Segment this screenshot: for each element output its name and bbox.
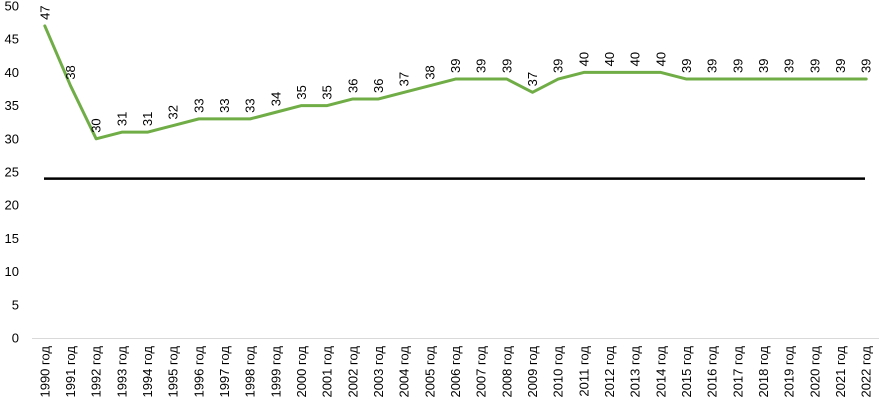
- data-label: 39: [807, 59, 822, 73]
- x-tick-label: 2019 год: [782, 346, 797, 398]
- y-tick-label: 25: [5, 165, 19, 180]
- x-tick-label: 2017 год: [730, 346, 745, 398]
- data-label: 38: [63, 65, 78, 79]
- x-tick-label: 1996 год: [191, 346, 206, 398]
- data-label: 39: [782, 59, 797, 73]
- data-label: 39: [474, 59, 489, 73]
- x-tick-label: 1993 год: [114, 346, 129, 398]
- data-label: 40: [602, 52, 617, 66]
- x-tick-label: 2002 год: [345, 346, 360, 398]
- x-axis: 1990 год 1991 год 1992 год 1993 год 1994 год…: [32, 338, 879, 398]
- data-label: 30: [89, 118, 104, 132]
- data-label: 40: [576, 52, 591, 66]
- data-label: 35: [320, 85, 335, 99]
- data-label: 47: [37, 5, 52, 19]
- data-label: 37: [525, 72, 540, 86]
- y-tick-label: 35: [5, 98, 19, 113]
- y-tick-label: 50: [5, 0, 19, 14]
- x-tick-label: 2006 год: [448, 346, 463, 398]
- x-tick-label: 2011 год: [576, 346, 591, 397]
- data-label: 35: [294, 85, 309, 99]
- x-tick-label: 1997 год: [217, 346, 232, 398]
- x-tick-label: 1998 год: [243, 346, 258, 398]
- data-label: 33: [191, 98, 206, 112]
- x-tick-label: 2022 год: [859, 346, 874, 398]
- data-label: 39: [705, 59, 720, 73]
- data-label: 36: [371, 78, 386, 92]
- x-tick-label: 2001 год: [320, 346, 335, 398]
- x-tick-label: 1990 год: [37, 346, 52, 398]
- x-tick-label: 1995 год: [166, 346, 181, 398]
- x-tick-label: 1999 год: [268, 346, 283, 398]
- y-tick-label: 10: [5, 264, 19, 279]
- y-tick-label: 45: [5, 32, 19, 47]
- x-tick-label: 2003 год: [371, 346, 386, 398]
- x-tick-label: 2013 год: [628, 346, 643, 398]
- y-tick-label: 30: [5, 131, 19, 146]
- data-label: 39: [499, 59, 514, 73]
- y-axis: 0 5 10 15 20 25 30 35 40 45 50: [5, 0, 19, 346]
- x-tick-label: 1994 год: [140, 346, 155, 398]
- data-labels: 47 38 30 31 31 32 33 33 33 34 35 35 36 36 37 38 39 39 39 37…: [37, 5, 873, 132]
- data-label: 38: [422, 65, 437, 79]
- data-label: 40: [653, 52, 668, 66]
- data-label: 39: [551, 59, 566, 73]
- x-tick-label: 2018 год: [756, 346, 771, 398]
- x-tick-label: 2004 год: [397, 346, 412, 398]
- y-tick-label: 40: [5, 65, 19, 80]
- y-tick-label: 0: [12, 331, 19, 346]
- y-tick-label: 5: [12, 297, 19, 312]
- x-tick-label: 2012 год: [602, 346, 617, 398]
- data-label: 39: [730, 59, 745, 73]
- series-group: [43, 24, 868, 141]
- x-tick-label: 2014 год: [653, 346, 668, 398]
- x-tick-label: 2007 год: [474, 346, 489, 398]
- x-tick-label: 1991 год: [63, 346, 78, 398]
- data-label: 40: [628, 52, 643, 66]
- data-label: 34: [268, 92, 283, 106]
- x-tick-label: 2021 год: [833, 346, 848, 398]
- x-tick-label: 1992 год: [89, 346, 104, 398]
- x-tick-label: 2016 год: [705, 346, 720, 398]
- x-tick-label: 2015 год: [679, 346, 694, 398]
- data-label: 39: [448, 59, 463, 73]
- x-tick-label: 2000 год: [294, 346, 309, 398]
- data-label: 32: [166, 105, 181, 119]
- y-tick-label: 20: [5, 198, 19, 213]
- data-label: 39: [859, 59, 874, 73]
- x-tick-label: 2005 год: [422, 346, 437, 398]
- y-tick-label: 15: [5, 231, 19, 246]
- x-tick-label: 2010 год: [551, 346, 566, 398]
- data-label: 37: [397, 72, 412, 86]
- data-label: 39: [756, 59, 771, 73]
- x-tick-label: 2009 год: [525, 346, 540, 398]
- data-label: 33: [243, 98, 258, 112]
- data-label: 39: [833, 59, 848, 73]
- x-tick-label: 2008 год: [499, 346, 514, 398]
- data-label: 39: [679, 59, 694, 73]
- x-tick-label: 2020 год: [807, 346, 822, 398]
- data-label: 33: [217, 98, 232, 112]
- data-label: 31: [140, 112, 155, 126]
- data-label: 31: [114, 112, 129, 126]
- series-line: [43, 24, 868, 141]
- data-label: 36: [345, 78, 360, 92]
